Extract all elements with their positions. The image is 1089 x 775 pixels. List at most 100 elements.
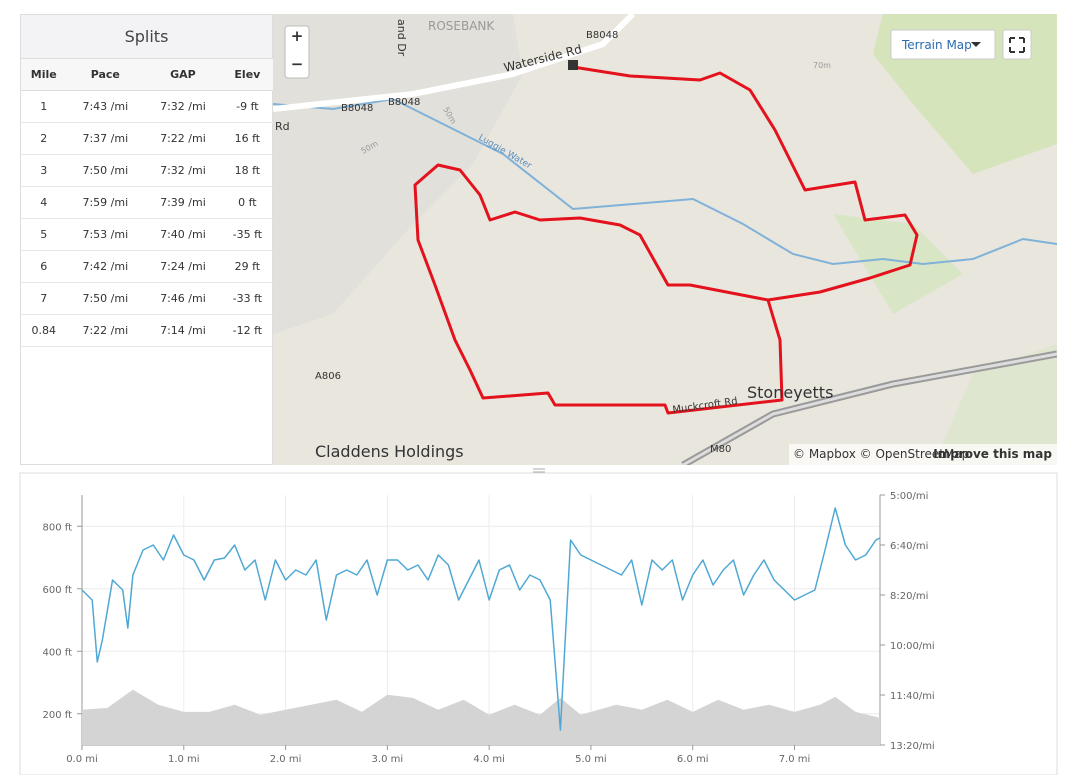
map-label: Rd [275, 120, 290, 133]
map-label: B8048 [388, 97, 420, 108]
x-tick-label: 1.0 mi [168, 754, 200, 765]
split-cell: 29 ft [221, 250, 273, 283]
river [273, 97, 1057, 266]
split-row: 3 7:50 /mi 7:32 /mi 18 ft [21, 154, 273, 187]
x-tick-label: 2.0 mi [270, 754, 302, 765]
split-cell: 6 [21, 250, 67, 283]
splits-body: 1 7:43 /mi 7:32 /mi -9 ft 2 7:37 /mi 7:22 /mi 1… [21, 90, 273, 347]
road [273, 14, 636, 112]
dropdown-caret [971, 42, 981, 47]
split-cell: 5 [21, 218, 67, 251]
elevation-area [82, 689, 880, 745]
column-header: Mile [21, 59, 67, 91]
split-row: 4 7:59 /mi 7:39 /mi 0 ft [21, 186, 273, 219]
split-cell: 4 [21, 186, 67, 219]
split-row: 5 7:53 /mi 7:40 /mi -35 ft [21, 218, 273, 251]
splits-panel: Splits Mile Pace GAP Elev 1 7:43 /mi 7:32 /mi… [20, 14, 273, 465]
split-cell: 7:40 /mi [144, 218, 222, 251]
x-tick-label: 5.0 mi [575, 754, 607, 765]
y2-tick-label: 6:40/mi [890, 541, 928, 552]
split-cell: 7 [21, 282, 67, 315]
attribution-bg [789, 444, 1057, 465]
split-cell: 7:42 /mi [66, 250, 145, 283]
split-cell: -9 ft [221, 90, 273, 123]
x-tick-label: 4.0 mi [473, 754, 505, 765]
map[interactable]: ROSEBANK Waterside Rd B8048 B8048 B8048 … [273, 14, 1057, 465]
map-style-button[interactable] [890, 29, 996, 60]
split-row: 1 7:43 /mi 7:32 /mi -9 ft [21, 90, 273, 123]
map-label: ROSEBANK [428, 19, 495, 33]
split-cell: 7:53 /mi [66, 218, 145, 251]
elevation-pace-chart: 200 ft 400 ft 600 ft 800 ft 0.0 mi 1.0 mi 2.0 … [19, 468, 1058, 775]
split-cell: 7:32 /mi [144, 154, 222, 187]
improve-map-link[interactable]: Improve this map [933, 447, 1052, 461]
map-label: Claddens Holdings [315, 442, 464, 461]
split-cell: 7:46 /mi [144, 282, 222, 315]
split-cell: 0.84 [21, 314, 67, 347]
split-cell: 7:22 /mi [144, 122, 222, 155]
map-label: B8048 [341, 103, 373, 114]
split-cell: 2 [21, 122, 67, 155]
x-tick-label: 0.0 mi [66, 754, 98, 765]
pace-line [81, 507, 881, 731]
x-tick-label: 3.0 mi [372, 754, 404, 765]
y2-tick-label: 13:20/mi [890, 741, 935, 752]
split-row: 2 7:37 /mi 7:22 /mi 16 ft [21, 122, 273, 155]
split-cell: -35 ft [221, 218, 273, 251]
split-cell: 7:22 /mi [66, 314, 145, 347]
column-header: GAP [144, 59, 222, 91]
split-row: 0.84 7:22 /mi 7:14 /mi -12 ft [21, 314, 273, 347]
y2-tick-label: 5:00/mi [890, 491, 928, 502]
split-cell: 18 ft [221, 154, 273, 187]
split-cell: 7:39 /mi [144, 186, 222, 219]
fullscreen-icon [1009, 37, 1025, 53]
map-label: and Dr [395, 19, 408, 57]
split-cell: -33 ft [221, 282, 273, 315]
zoom-control [284, 25, 310, 79]
splits-table: Mile Pace GAP Elev 1 7:43 /mi 7:32 /mi -9 ft 2 7… [21, 59, 273, 347]
split-cell: 7:59 /mi [66, 186, 145, 219]
x-tick-label: 6.0 mi [677, 754, 709, 765]
map-style-label[interactable]: Terrain Map [901, 38, 972, 52]
field [933, 344, 1057, 465]
y-tick-label: 200 ft [42, 710, 72, 721]
route [413, 65, 919, 415]
map-label: M80 [710, 444, 731, 455]
resize-handle[interactable] [533, 468, 545, 473]
map-label: 70m [813, 61, 831, 70]
y-tick-label: 800 ft [42, 522, 72, 533]
attribution: © Mapbox © OpenStreetMap [793, 447, 969, 461]
zoom-in[interactable]: + [291, 27, 304, 45]
split-cell: 7:43 /mi [66, 90, 145, 123]
split-cell: 1 [21, 90, 67, 123]
header-row: Mile Pace GAP Elev [21, 59, 273, 91]
motorway-center [682, 352, 1057, 465]
map-label: Stoneyetts [747, 383, 833, 402]
split-cell: 7:50 /mi [66, 154, 145, 187]
split-cell: 7:14 /mi [144, 314, 222, 347]
x-tick-label: 7.0 mi [779, 754, 811, 765]
split-cell: 0 ft [221, 186, 273, 219]
split-row: 6 7:42 /mi 7:24 /mi 29 ft [21, 250, 273, 283]
finish-flag [568, 60, 578, 70]
y2-tick-label: 8:20/mi [890, 591, 928, 602]
fullscreen-button[interactable] [1002, 29, 1032, 60]
split-cell: 7:37 /mi [66, 122, 145, 155]
field [833, 214, 963, 314]
split-cell: 7:24 /mi [144, 250, 222, 283]
urban-area [273, 14, 523, 334]
split-cell: -12 ft [221, 314, 273, 347]
split-cell: 3 [21, 154, 67, 187]
split-cell: 7:50 /mi [66, 282, 145, 315]
map-label: B8048 [586, 30, 618, 41]
map-label: A806 [315, 371, 341, 382]
y-tick-label: 600 ft [42, 585, 72, 596]
y2-tick-label: 11:40/mi [890, 691, 935, 702]
y2-tick-label: 10:00/mi [890, 641, 935, 652]
split-cell: 7:32 /mi [144, 90, 222, 123]
splits-title: Splits [21, 15, 272, 59]
column-header: Pace [66, 59, 145, 91]
zoom-out[interactable]: − [291, 55, 304, 73]
split-row: 7 7:50 /mi 7:46 /mi -33 ft [21, 282, 273, 315]
